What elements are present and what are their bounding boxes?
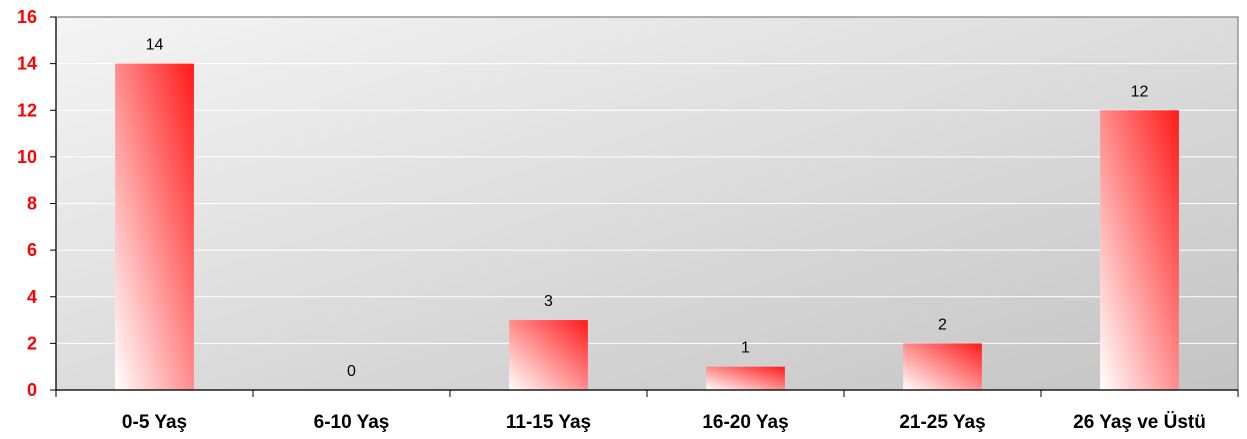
x-tick-label: 11-15 Yaş — [506, 412, 591, 433]
x-tick-label: 6-10 Yaş — [314, 412, 390, 433]
y-tick-labels: 0 2 4 6 8 10 12 14 16 — [17, 7, 37, 400]
data-label: 12 — [1131, 83, 1149, 100]
y-tick-label: 12 — [17, 100, 37, 120]
bar-4 — [903, 343, 982, 390]
x-tick-labels: 0-5 Yaş 6-10 Yaş 11-15 Yaş 16-20 Yaş 21-25 Y… — [122, 412, 1206, 433]
x-tick-label: 21-25 Yaş — [899, 412, 985, 433]
bars — [115, 63, 1179, 390]
y-tick-label: 0 — [27, 380, 37, 400]
gridlines — [56, 63, 1238, 344]
data-label: 2 — [938, 316, 947, 333]
y-tick-label: 6 — [27, 240, 37, 260]
bar-3 — [706, 366, 785, 390]
y-tick-label: 8 — [27, 194, 37, 214]
data-label: 1 — [741, 340, 750, 357]
x-tick-label: 16-20 Yaş — [702, 412, 788, 433]
x-tick-label: 0-5 Yaş — [122, 412, 187, 433]
axes — [50, 16, 1239, 397]
y-tick-label: 2 — [27, 333, 37, 353]
data-label: 0 — [347, 363, 356, 380]
bar-0 — [115, 63, 194, 390]
bar-5 — [1100, 110, 1179, 390]
bar-2 — [509, 320, 588, 390]
y-tick-label: 14 — [17, 54, 37, 74]
data-label: 3 — [544, 293, 553, 310]
data-label: 14 — [146, 37, 164, 54]
y-tick-label: 16 — [17, 7, 37, 27]
y-tick-label: 10 — [17, 147, 37, 167]
x-tick-label: 26 Yaş ve Üstü — [1073, 412, 1206, 433]
y-tick-label: 4 — [27, 287, 37, 307]
